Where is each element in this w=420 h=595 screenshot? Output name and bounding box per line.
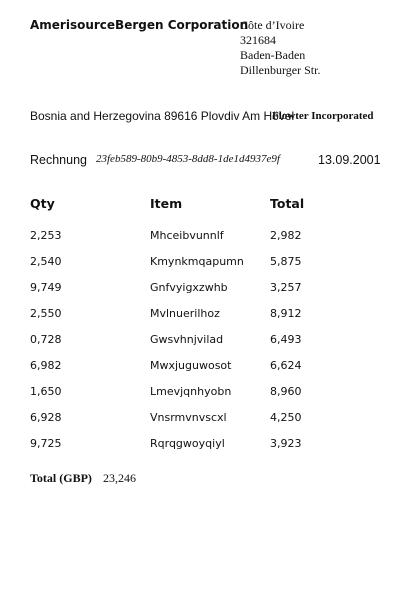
item-cell: Kmynkmqapumn [150, 255, 244, 268]
table-row: 1,650 Lmevjqnhyobn 8,960 [0, 385, 420, 411]
invoice-label: Rechnung [30, 153, 87, 167]
item-cell: Vnsrmvnvscxl [150, 411, 227, 424]
table-row: 6,982 Mwxjuguwosot 6,624 [0, 359, 420, 385]
table-row: 9,749 Gnfvyigxzwhb 3,257 [0, 281, 420, 307]
qty-cell: 0,728 [30, 333, 62, 346]
item-cell: Mwxjuguwosot [150, 359, 232, 372]
recipient-address: Bosnia and Herzegovina 89616 Plovdiv Am … [30, 109, 295, 123]
address-line: Baden-Baden [240, 48, 306, 62]
table-row: 6,928 Vnsrmvnvscxl 4,250 [0, 411, 420, 437]
qty-cell: 6,982 [30, 359, 62, 372]
address-line: 321684 [240, 33, 276, 47]
total-cell: 6,493 [270, 333, 302, 346]
table-row: 2,540 Kmynkmqapumn 5,875 [0, 255, 420, 281]
invoice-id: 23feb589-80b9-4853-8dd8-1de1d4937e9f [96, 153, 280, 165]
qty-cell: 9,749 [30, 281, 62, 294]
invoice-date: 13.09.2001 [318, 153, 381, 167]
column-header-item: Item [150, 196, 183, 211]
table-row: 0,728 Gwsvhnjvilad 6,493 [0, 333, 420, 359]
qty-cell: 1,650 [30, 385, 62, 398]
item-cell: Rqrqgwoyqiyl [150, 437, 225, 450]
total-cell: 3,257 [270, 281, 302, 294]
qty-cell: 2,540 [30, 255, 62, 268]
item-cell: Lmevjqnhyobn [150, 385, 232, 398]
table-row: 9,725 Rqrqgwoyqiyl 3,923 [0, 437, 420, 463]
total-cell: 5,875 [270, 255, 302, 268]
qty-cell: 2,253 [30, 229, 62, 242]
item-cell: Gnfvyigxzwhb [150, 281, 228, 294]
grand-total-label: Total (GBP) [30, 471, 92, 485]
sender-address: Côte d’Ivoire 321684 Baden-Baden Dillenb… [240, 18, 320, 78]
address-line: Dillenburger Str. [240, 63, 321, 77]
column-header-total: Total [270, 196, 305, 211]
address-line: Côte d’Ivoire [240, 18, 305, 32]
item-cell: Gwsvhnjvilad [150, 333, 224, 346]
item-cell: Mvlnuerilhoz [150, 307, 220, 320]
total-cell: 2,982 [270, 229, 302, 242]
sender-name: AmerisourceBergen Corporation [30, 18, 249, 32]
total-cell: 6,624 [270, 359, 302, 372]
item-cell: Mhceibvunnlf [150, 229, 224, 242]
table-row: 2,253 Mhceibvunnlf 2,982 [0, 229, 420, 255]
grand-total-value: 23,246 [103, 471, 136, 485]
qty-cell: 2,550 [30, 307, 62, 320]
qty-cell: 9,725 [30, 437, 62, 450]
recipient-company: Flowter Incorporated [272, 110, 374, 122]
qty-cell: 6,928 [30, 411, 62, 424]
total-cell: 4,250 [270, 411, 302, 424]
table-row: 2,550 Mvlnuerilhoz 8,912 [0, 307, 420, 333]
column-header-qty: Qty [30, 196, 55, 211]
total-cell: 3,923 [270, 437, 302, 450]
total-cell: 8,912 [270, 307, 302, 320]
total-cell: 8,960 [270, 385, 302, 398]
